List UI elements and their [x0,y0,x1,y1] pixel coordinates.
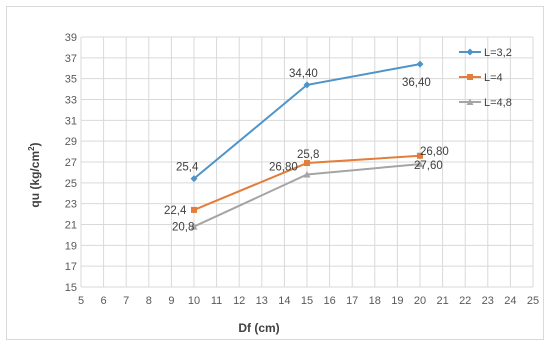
series-layer [190,60,424,230]
y-tick-label: 25 [65,178,77,190]
legend-marker [467,74,473,80]
data-point [303,171,311,178]
y-tick-label: 35 [65,74,77,86]
x-tick-label: 5 [78,295,84,307]
y-tick-label: 29 [65,136,77,148]
y-axis-title-main: qu (kg/cm [28,151,42,208]
axis-layer: 15 17 19 21 23 25 27 29 31 33 35 37 39 5 6 7 8 9 10 11 12 13 1… [65,32,539,307]
x-tick-label: 23 [482,295,494,307]
x-tick-label: 15 [301,295,313,307]
x-tick-label: 13 [256,295,268,307]
data-point [304,160,310,167]
x-tick-label: 11 [211,295,222,307]
legend-marker [466,98,474,105]
y-tick-label: 27 [65,157,77,169]
data-point [303,81,311,89]
data-label: 26,80 [420,146,449,158]
x-tick-label: 7 [123,295,129,307]
x-tick-label: 21 [436,295,448,307]
data-label: 25,4 [176,162,199,174]
x-tick-label: 16 [323,295,335,307]
x-tick-label: 24 [504,295,516,307]
x-tick-label: 20 [414,295,426,307]
legend-label: L=3,2 [484,47,512,59]
data-point [190,175,198,183]
y-tick-label: 23 [65,199,77,211]
x-tick-label: 8 [146,295,152,307]
legend-label: L=4,8 [484,97,512,109]
y-tick-label: 37 [65,53,77,65]
legend-marker [466,48,474,56]
legend-label: L=4 [484,72,503,84]
data-point [190,223,198,230]
x-tick-label: 12 [233,295,245,307]
data-label: 34,40 [289,68,318,80]
data-point [416,60,424,68]
x-tick-label: 19 [391,295,403,307]
data-label: 36,40 [402,77,431,89]
x-tick-label: 10 [188,295,200,307]
x-tick-label: 6 [101,295,107,307]
data-label: 20,8 [172,222,194,234]
y-tick-label: 21 [65,220,77,232]
x-axis-title: Df (cm) [238,321,279,335]
x-tick-label: 25 [527,295,539,307]
y-tick-label: 15 [65,282,77,294]
data-label: 27,60 [414,160,443,172]
x-tick-label: 17 [346,295,358,307]
data-point [417,152,423,159]
data-label: 25,8 [297,149,319,161]
x-tick-label: 18 [369,295,381,307]
chart-frame: 15 17 19 21 23 25 27 29 31 33 35 37 39 5 6 7 8 9 10 11 12 13 1… [6,6,544,340]
y-tick-label: 19 [65,240,77,252]
data-point [416,160,424,168]
y-tick-label: 33 [65,95,77,107]
data-label: 26,80 [269,162,298,174]
legend: L=3,2 L=4 L=4,8 [459,47,512,109]
chart-svg: 15 17 19 21 23 25 27 29 31 33 35 37 39 5 6 7 8 9 10 11 12 13 1… [27,32,539,335]
y-tick-label: 17 [65,261,77,273]
y-axis-title-close: ) [28,142,42,146]
y-axis-title: qu (kg/cm2) [27,142,42,207]
x-tick-label: 14 [278,295,290,307]
y-tick-label: 31 [65,115,77,127]
data-point [191,206,197,213]
y-tick-label: 39 [65,32,77,44]
x-tick-label: 9 [168,295,174,307]
data-label: 22,4 [164,205,187,217]
y-axis-title-sup: 2 [27,146,36,151]
x-tick-label: 22 [459,295,471,307]
